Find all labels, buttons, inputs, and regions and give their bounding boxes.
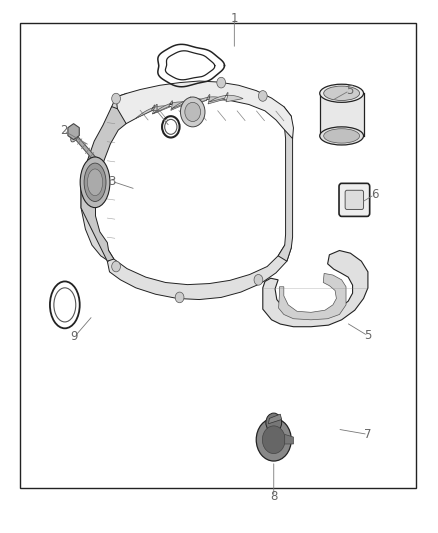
Polygon shape <box>158 44 224 87</box>
Text: 1: 1 <box>230 12 238 25</box>
Polygon shape <box>268 414 282 424</box>
Polygon shape <box>320 93 364 136</box>
Circle shape <box>112 261 120 272</box>
Ellipse shape <box>324 129 360 143</box>
Polygon shape <box>68 124 79 140</box>
Text: 4: 4 <box>152 103 159 116</box>
Circle shape <box>185 102 201 122</box>
Bar <box>20 23 416 488</box>
Circle shape <box>175 292 184 303</box>
Text: 3: 3 <box>108 175 115 188</box>
Polygon shape <box>278 107 293 261</box>
Polygon shape <box>107 240 291 300</box>
Circle shape <box>254 274 263 285</box>
Circle shape <box>256 418 291 461</box>
Polygon shape <box>172 97 207 109</box>
Ellipse shape <box>87 169 102 196</box>
Text: 7: 7 <box>364 428 372 441</box>
Circle shape <box>258 91 267 101</box>
FancyBboxPatch shape <box>345 190 364 209</box>
Polygon shape <box>81 93 127 261</box>
Ellipse shape <box>80 157 110 207</box>
Polygon shape <box>153 101 188 114</box>
Polygon shape <box>116 81 293 139</box>
Text: 5: 5 <box>364 329 371 342</box>
Ellipse shape <box>324 86 360 100</box>
Ellipse shape <box>71 132 78 142</box>
Circle shape <box>217 77 226 88</box>
Polygon shape <box>263 251 368 327</box>
Circle shape <box>262 426 285 454</box>
FancyBboxPatch shape <box>339 183 370 216</box>
Polygon shape <box>136 105 171 118</box>
Text: 9: 9 <box>71 330 78 343</box>
Ellipse shape <box>54 288 76 322</box>
Circle shape <box>180 97 205 127</box>
Polygon shape <box>191 94 225 105</box>
Text: 5: 5 <box>346 84 353 97</box>
Polygon shape <box>285 434 293 444</box>
Ellipse shape <box>84 163 106 201</box>
Ellipse shape <box>320 127 364 145</box>
Ellipse shape <box>50 281 80 328</box>
Circle shape <box>266 413 282 432</box>
Circle shape <box>112 93 120 104</box>
Text: 8: 8 <box>270 490 277 503</box>
Ellipse shape <box>320 84 364 102</box>
Polygon shape <box>279 273 346 320</box>
Polygon shape <box>166 51 215 80</box>
Text: 6: 6 <box>371 188 378 201</box>
Polygon shape <box>81 102 126 261</box>
Text: 2: 2 <box>60 124 67 137</box>
Polygon shape <box>209 93 243 102</box>
